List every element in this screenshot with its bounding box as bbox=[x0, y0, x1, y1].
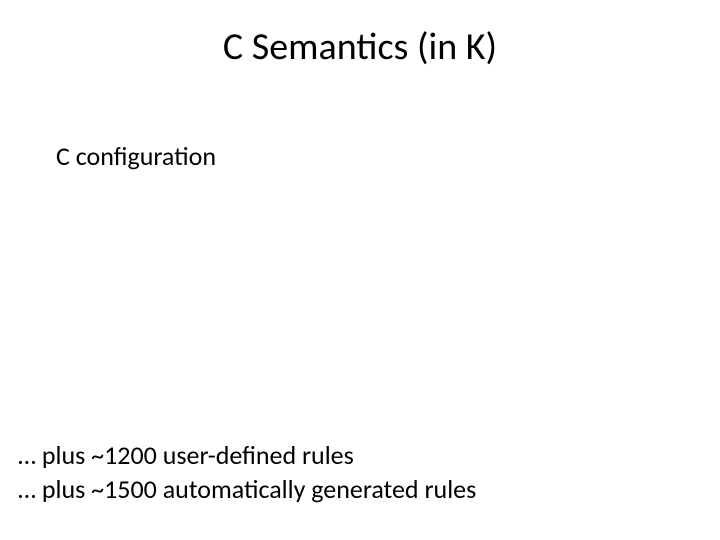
footer-line-1: … plus ~1200 user-defined rules bbox=[18, 438, 476, 472]
footer-line-2: … plus ~1500 automatically generated rul… bbox=[18, 472, 476, 506]
footer-block: … plus ~1200 user-defined rules … plus ~… bbox=[18, 438, 476, 506]
slide-subheading: C configuration bbox=[56, 140, 216, 172]
slide: C Semantics (in K) C configuration … plu… bbox=[0, 0, 720, 540]
slide-title: C Semantics (in K) bbox=[0, 24, 720, 70]
